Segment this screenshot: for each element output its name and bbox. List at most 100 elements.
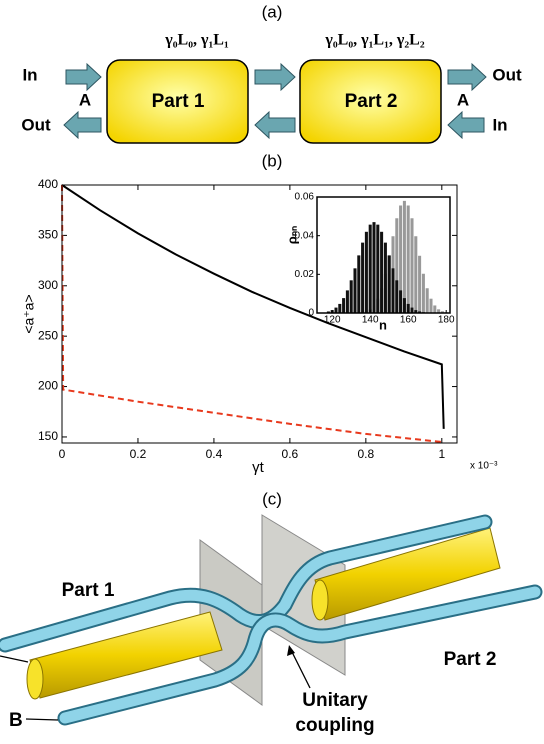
bar: [338, 303, 342, 313]
box: [106, 59, 249, 144]
mode-label: B: [9, 710, 23, 731]
x-tick-label: 0: [59, 447, 66, 461]
pointer: [290, 649, 311, 689]
bar: [342, 298, 346, 313]
y-tick-label: 150: [38, 429, 58, 443]
bar: [414, 236, 418, 313]
panel-a: (a) γ₀L₀, γ₁L₁ γ₀L₀, γ₁L₁, γ₂L₂ Part 1 P…: [21, 2, 522, 144]
y-tick-label: 0: [308, 308, 314, 319]
y-tick-label: 250: [38, 328, 58, 342]
bar: [357, 255, 361, 313]
y-tick-label: 300: [38, 278, 58, 292]
arrow: [65, 62, 102, 92]
x-tick-label: 1: [438, 447, 445, 461]
y-tick-label: 400: [38, 177, 58, 191]
bar: [334, 307, 338, 313]
bar: [391, 268, 395, 313]
y-tick-label: 0.04: [295, 230, 315, 241]
line-series: [61, 184, 445, 429]
port-label: A: [79, 90, 91, 109]
y-tick-label: 200: [38, 379, 58, 393]
pointer-head: [287, 645, 295, 656]
cylinder-end: [311, 579, 329, 621]
y-axis-label: <a⁺a>: [21, 294, 37, 333]
panel-label: (b): [262, 151, 283, 170]
coupling-text: coupling: [295, 715, 374, 736]
x-axis-label: γt: [252, 459, 265, 476]
port-label: In: [22, 65, 37, 84]
bar: [399, 205, 403, 313]
bar: [425, 288, 429, 313]
bar: [383, 242, 387, 313]
bar: [368, 224, 372, 313]
bar: [364, 231, 368, 313]
waveguide: [59, 586, 541, 724]
axes-frame: [316, 196, 451, 314]
bar: [433, 305, 437, 313]
cylinder-end: [26, 658, 44, 700]
port-label: In: [492, 115, 507, 134]
bar: [402, 200, 406, 313]
pointer: [25, 718, 59, 721]
line-series: [61, 184, 442, 443]
port-label: A: [457, 90, 469, 109]
pointer: [0, 655, 29, 663]
bar: [418, 255, 422, 313]
bar: [372, 222, 376, 313]
bar: [349, 280, 353, 313]
x-tick-label: 180: [438, 315, 455, 326]
bar: [406, 205, 410, 313]
bar: [437, 309, 441, 313]
x-tick-label: 0.6: [282, 447, 299, 461]
arrow: [254, 62, 296, 92]
arrow: [447, 62, 487, 92]
bar: [402, 298, 406, 313]
bar: [326, 311, 330, 313]
x-tick-label: 160: [400, 315, 417, 326]
bar: [361, 242, 365, 313]
panel-b: (b) 150 200 250 300 350 400 0 0.2 0.4 0.6 0.8 1 γt x 1…: [21, 151, 498, 475]
y-tick-label: 0.02: [295, 269, 315, 280]
box: [299, 59, 442, 144]
y-axis-label: ρₙₙ: [284, 226, 299, 244]
part-label: Part 2: [444, 649, 497, 670]
bar: [406, 303, 410, 313]
port-label: Out: [492, 65, 522, 84]
bar: [376, 224, 380, 313]
axes-frame: [61, 184, 458, 444]
x-multiplier: x 10⁻³: [470, 461, 498, 472]
bar: [353, 268, 357, 313]
x-tick-label: 140: [362, 315, 379, 326]
bar: [429, 298, 433, 313]
box-label: Part 2: [345, 91, 398, 112]
bar: [345, 290, 349, 313]
arrow: [63, 110, 102, 140]
panel-label: (c): [262, 489, 282, 508]
bar: [418, 311, 422, 313]
plot-area: [317, 197, 450, 313]
box-label: Part 1: [152, 91, 205, 112]
bar: [410, 218, 414, 313]
bar: [414, 310, 418, 313]
bar: [410, 307, 414, 313]
x-tick-label: 0.4: [206, 447, 223, 461]
bar: [395, 218, 399, 313]
coupling-label: γ₀L₀, γ₁L₁, γ₂L₂: [324, 32, 424, 49]
bar: [380, 231, 384, 313]
y-tick-label: 0.06: [295, 192, 315, 203]
part-label: Part 1: [62, 580, 115, 601]
coupling-text: Unitary: [302, 690, 368, 711]
x-axis-label: n: [379, 317, 387, 332]
x-tick-label: 120: [324, 315, 341, 326]
coupling-label: γ₀L₀, γ₁L₁: [164, 32, 229, 49]
arrow: [447, 110, 485, 140]
bar: [421, 273, 425, 313]
arrow: [254, 110, 296, 140]
panel-label: (a): [262, 2, 283, 21]
bar: [395, 280, 399, 313]
bar: [399, 290, 403, 313]
port-label: Out: [21, 115, 51, 134]
bar: [440, 311, 444, 313]
